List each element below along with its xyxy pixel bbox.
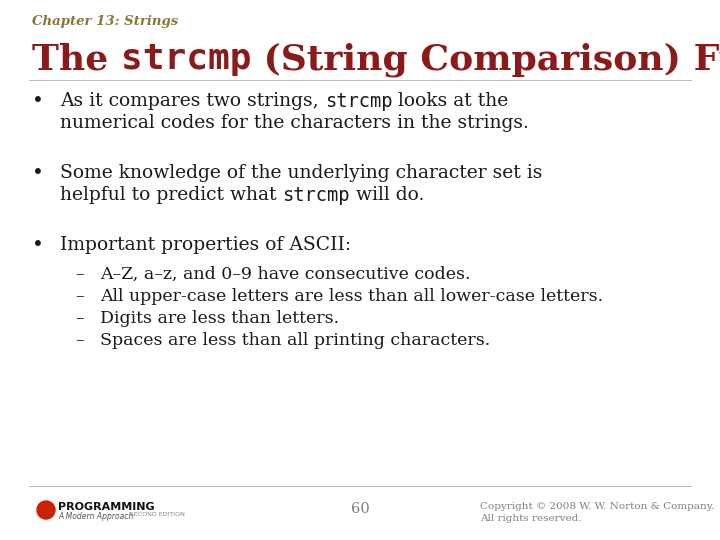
Text: A Modern Approach: A Modern Approach — [58, 512, 133, 521]
Text: Chapter 13: Strings: Chapter 13: Strings — [32, 15, 179, 28]
Text: •: • — [32, 92, 44, 111]
Text: numerical codes for the characters in the strings.: numerical codes for the characters in th… — [60, 114, 529, 132]
Text: All upper-case letters are less than all lower-case letters.: All upper-case letters are less than all… — [100, 288, 603, 305]
Text: will do.: will do. — [350, 186, 424, 204]
Circle shape — [37, 501, 55, 519]
Text: –: – — [75, 266, 84, 283]
Text: Important properties of ASCII:: Important properties of ASCII: — [60, 236, 351, 254]
Text: PROGRAMMING: PROGRAMMING — [58, 502, 155, 512]
Text: –: – — [75, 310, 84, 327]
Text: looks at the: looks at the — [392, 92, 508, 110]
Text: Copyright © 2008 W. W. Norton & Company.
All rights reserved.: Copyright © 2008 W. W. Norton & Company.… — [480, 502, 714, 523]
Text: Spaces are less than all printing characters.: Spaces are less than all printing charac… — [100, 332, 490, 349]
Text: A–Z, a–z, and 0–9 have consecutive codes.: A–Z, a–z, and 0–9 have consecutive codes… — [100, 266, 470, 283]
Text: –: – — [75, 288, 84, 305]
Text: Some knowledge of the underlying character set is: Some knowledge of the underlying charact… — [60, 164, 542, 182]
Text: strcmp: strcmp — [282, 186, 350, 205]
Text: The: The — [32, 42, 121, 76]
Text: 60: 60 — [351, 502, 369, 516]
Text: C: C — [42, 505, 50, 515]
Text: As it compares two strings,: As it compares two strings, — [60, 92, 325, 110]
Text: Digits are less than letters.: Digits are less than letters. — [100, 310, 339, 327]
Text: strcmp: strcmp — [325, 92, 392, 111]
Text: (String Comparison) Function: (String Comparison) Function — [251, 42, 720, 77]
Text: SECOND EDITION: SECOND EDITION — [130, 512, 185, 517]
Text: strcmp: strcmp — [121, 42, 251, 76]
Text: –: – — [75, 332, 84, 349]
Text: helpful to predict what: helpful to predict what — [60, 186, 282, 204]
Text: •: • — [32, 164, 44, 183]
Text: •: • — [32, 236, 44, 255]
